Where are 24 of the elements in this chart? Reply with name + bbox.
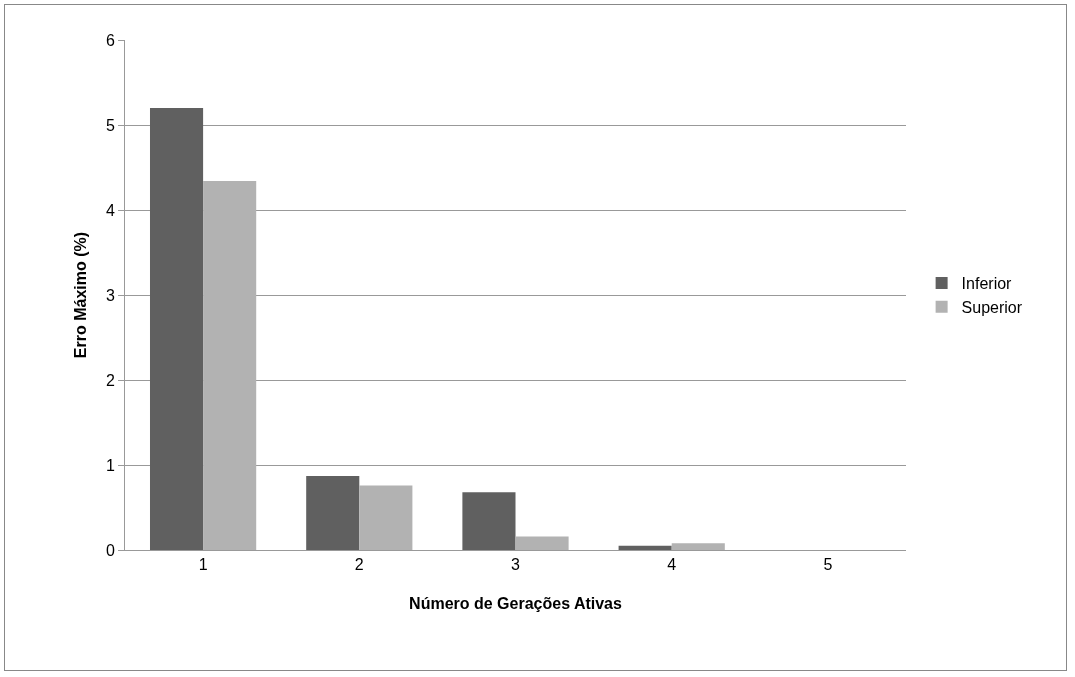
bar <box>515 536 569 550</box>
x-tick-label: 5 <box>823 556 833 574</box>
y-tick-label: 1 <box>105 456 115 474</box>
x-tick-label: 4 <box>667 556 677 574</box>
y-tick-label: 4 <box>105 201 115 219</box>
bar <box>618 545 672 550</box>
bar <box>203 181 257 550</box>
y-axis-title: Erro Máximo (%) <box>71 231 89 359</box>
legend-label: Superior <box>961 298 1023 316</box>
y-tick-label: 2 <box>105 371 115 389</box>
x-tick-label: 3 <box>511 556 521 574</box>
bar <box>306 476 360 550</box>
legend-label: Inferior <box>961 275 1013 293</box>
bar <box>671 543 725 550</box>
y-tick-label: 6 <box>105 31 115 49</box>
bar <box>462 492 516 550</box>
bar <box>359 485 413 550</box>
bar <box>149 108 204 550</box>
y-tick-label: 3 <box>105 286 115 304</box>
x-tick-label: 1 <box>198 556 208 574</box>
x-tick-label: 2 <box>354 556 364 574</box>
y-tick-label: 5 <box>105 116 115 134</box>
y-tick-label: 0 <box>105 541 115 559</box>
x-axis-title: Número de Gerações Ativas <box>409 594 623 612</box>
